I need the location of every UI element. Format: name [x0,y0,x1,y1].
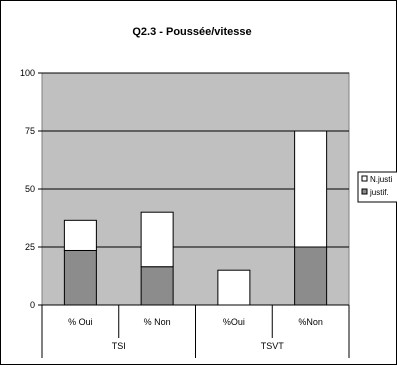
legend-box [357,171,397,203]
x-tick-label: % Non [144,317,171,327]
y-tick-labels: 0 25 50 75 100 [20,68,35,310]
legend-swatch [361,188,368,195]
y-tick-label: 25 [25,242,35,252]
bar-njusti [294,130,328,248]
y-tick-label: 50 [25,184,35,194]
legend: N.justi justif. [357,171,397,203]
legend-label: N.justi [370,175,392,184]
x-group-label: TSI [112,341,126,351]
bar-justif [294,246,328,306]
x-tick-label: %Non [298,317,323,327]
bar-justif [140,266,174,306]
bars [63,130,328,306]
chart-title: Q2.3 - Poussée/vitesse [132,26,251,38]
x-tick-label: % Oui [68,317,93,327]
legend-label: justif. [369,188,389,197]
y-tick-label: 75 [25,126,35,136]
legend-swatch [361,175,368,182]
bar-njusti [217,269,251,306]
x-tick-label: %Oui [223,317,245,327]
y-tick-label: 0 [30,300,35,310]
bar-justif [63,249,97,306]
bar-njusti [140,211,174,268]
bar-njusti [63,219,97,251]
x-group-label: TSVT [261,341,285,351]
y-tick-label: 100 [20,68,35,78]
x-axis: % Oui % Non %Oui %Non TSI TSVT [41,304,350,358]
